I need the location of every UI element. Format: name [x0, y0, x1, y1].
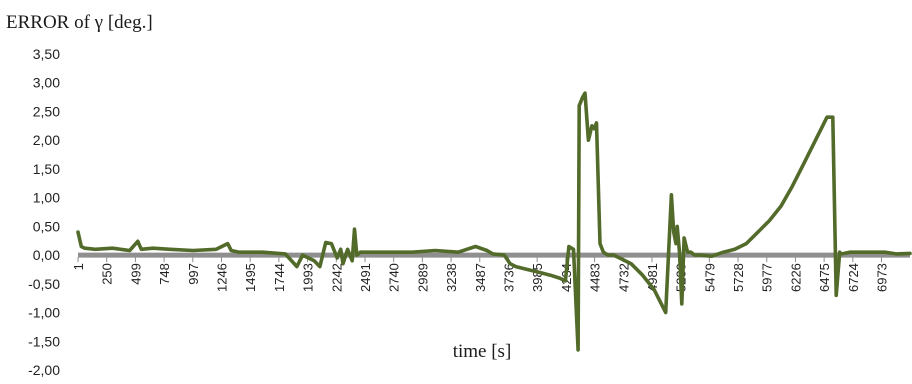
y-tick-label: -2,00 [28, 362, 60, 378]
y-tick-label: 2,00 [33, 132, 60, 148]
y-tick-label: 0,00 [33, 247, 60, 263]
x-tick-label: 6226 [788, 263, 803, 292]
x-tick-label: 2491 [358, 263, 373, 292]
x-tick-label: 1744 [272, 263, 287, 292]
y-axis-ticks: -2,00 -1,50 -1,00 -0,50 0,00 0,50 1,00 1,50 2,00… [28, 46, 60, 378]
x-tick-label: 3238 [444, 263, 459, 292]
x-tick-label: 2740 [387, 263, 402, 292]
y-tick-label: 2,50 [33, 103, 60, 119]
x-tick-label: 499 [128, 263, 143, 285]
y-tick-label: -1,00 [28, 305, 60, 321]
y-tick-label: -0,50 [28, 276, 60, 292]
x-tick-label: 997 [186, 263, 201, 285]
x-tick-label: 5479 [702, 263, 717, 292]
series-line [76, 91, 912, 352]
x-tick-label: 1246 [214, 263, 229, 292]
x-tick-label: 6475 [817, 263, 832, 292]
x-tick-label: 3487 [473, 263, 488, 292]
y-tick-label: 3,50 [33, 46, 60, 62]
x-axis-label: time [s] [453, 341, 512, 362]
x-tick-label: 1993 [301, 263, 316, 292]
x-tick-label: 1495 [243, 263, 258, 292]
x-tick-label: 3736 [501, 263, 516, 292]
x-tick-label: 6724 [846, 263, 861, 292]
x-tick-label: 5728 [731, 263, 746, 292]
x-tick-label: 2989 [415, 263, 430, 292]
x-tick-label: 4732 [616, 263, 631, 292]
chart-title: ERROR of γ [deg.] [6, 12, 153, 33]
x-tick-label: 5977 [760, 263, 775, 292]
x-tick-label: 1 [71, 263, 86, 270]
y-tick-label: -1,50 [28, 333, 60, 349]
x-tick-label: 3985 [530, 263, 545, 292]
x-tick-label: 4483 [588, 263, 603, 292]
x-tick-label: 2242 [329, 263, 344, 292]
y-tick-label: 3,00 [33, 75, 60, 91]
x-axis-ticks: 1 250 499 748 997 1246 1495 1744 1993 2242 2491 274… [71, 257, 890, 292]
x-tick-label: 748 [157, 263, 172, 285]
y-tick-label: 1,50 [33, 161, 60, 177]
y-tick-label: 1,00 [33, 190, 60, 206]
x-tick-label: 250 [100, 263, 115, 285]
x-tick-label: 6973 [875, 263, 890, 292]
y-tick-label: 0,50 [33, 218, 60, 234]
